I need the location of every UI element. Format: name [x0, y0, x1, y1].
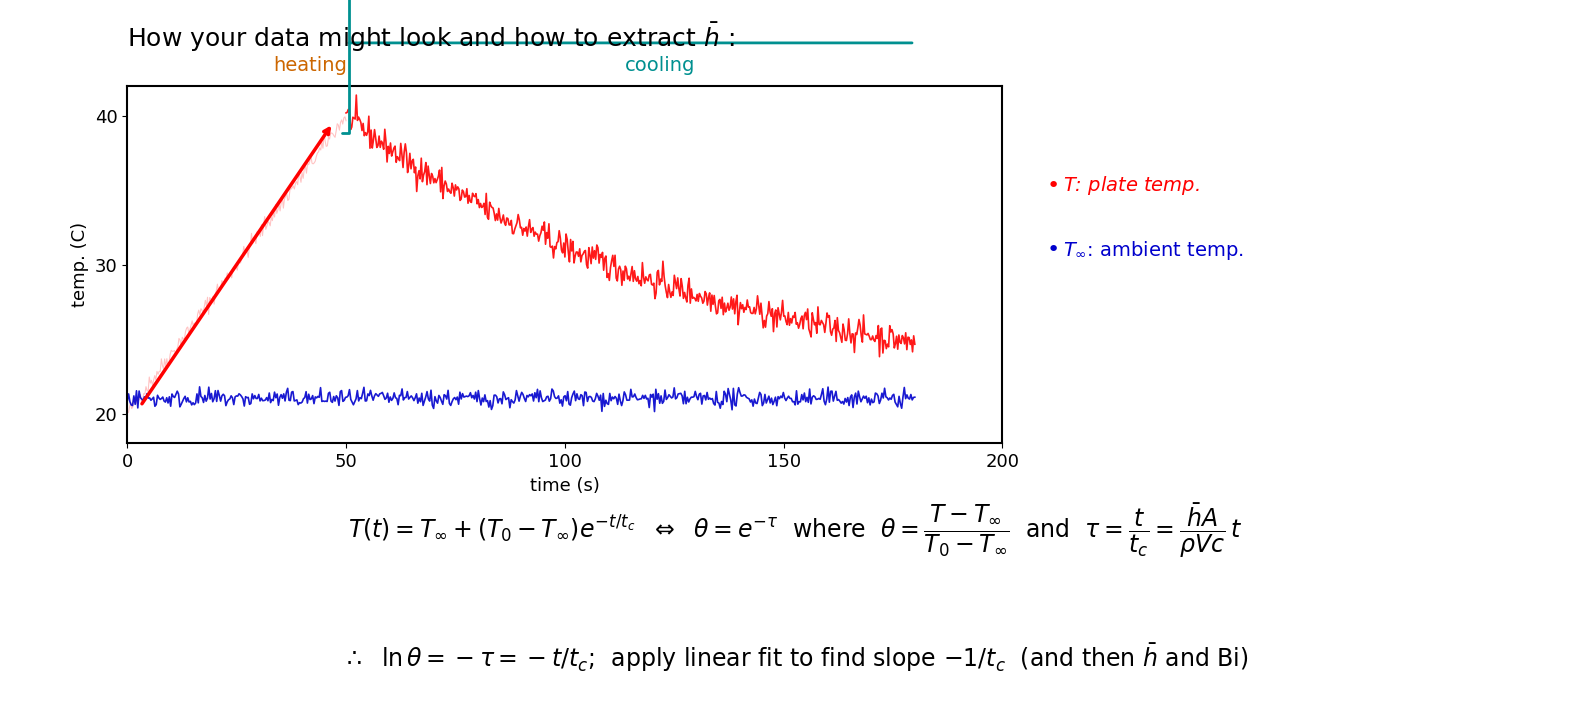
Text: •: • [1047, 176, 1068, 196]
Text: heating: heating [274, 56, 347, 75]
Text: •: • [1047, 240, 1068, 260]
Text: $T$: plate temp.: $T$: plate temp. [1063, 174, 1200, 197]
Y-axis label: temp. (C): temp. (C) [72, 222, 89, 307]
Text: $T(t)=T_{\infty}+(T_0-T_{\infty})e^{-t/t_c}$  $\Leftrightarrow$  $\theta=e^{-\ta: $T(t)=T_{\infty}+(T_0-T_{\infty})e^{-t/t… [348, 502, 1243, 560]
Text: $\therefore$  $\ln\theta=-\tau=-t/t_c$;  apply linear fit to find slope $-1/t_c$: $\therefore$ $\ln\theta=-\tau=-t/t_c$; a… [342, 641, 1249, 674]
X-axis label: time (s): time (s) [530, 477, 600, 495]
Text: $T_{\infty}$: ambient temp.: $T_{\infty}$: ambient temp. [1063, 239, 1244, 262]
Text: cooling: cooling [625, 56, 695, 75]
Text: How your data might look and how to extract $\bar{h}$ :: How your data might look and how to extr… [127, 21, 735, 54]
